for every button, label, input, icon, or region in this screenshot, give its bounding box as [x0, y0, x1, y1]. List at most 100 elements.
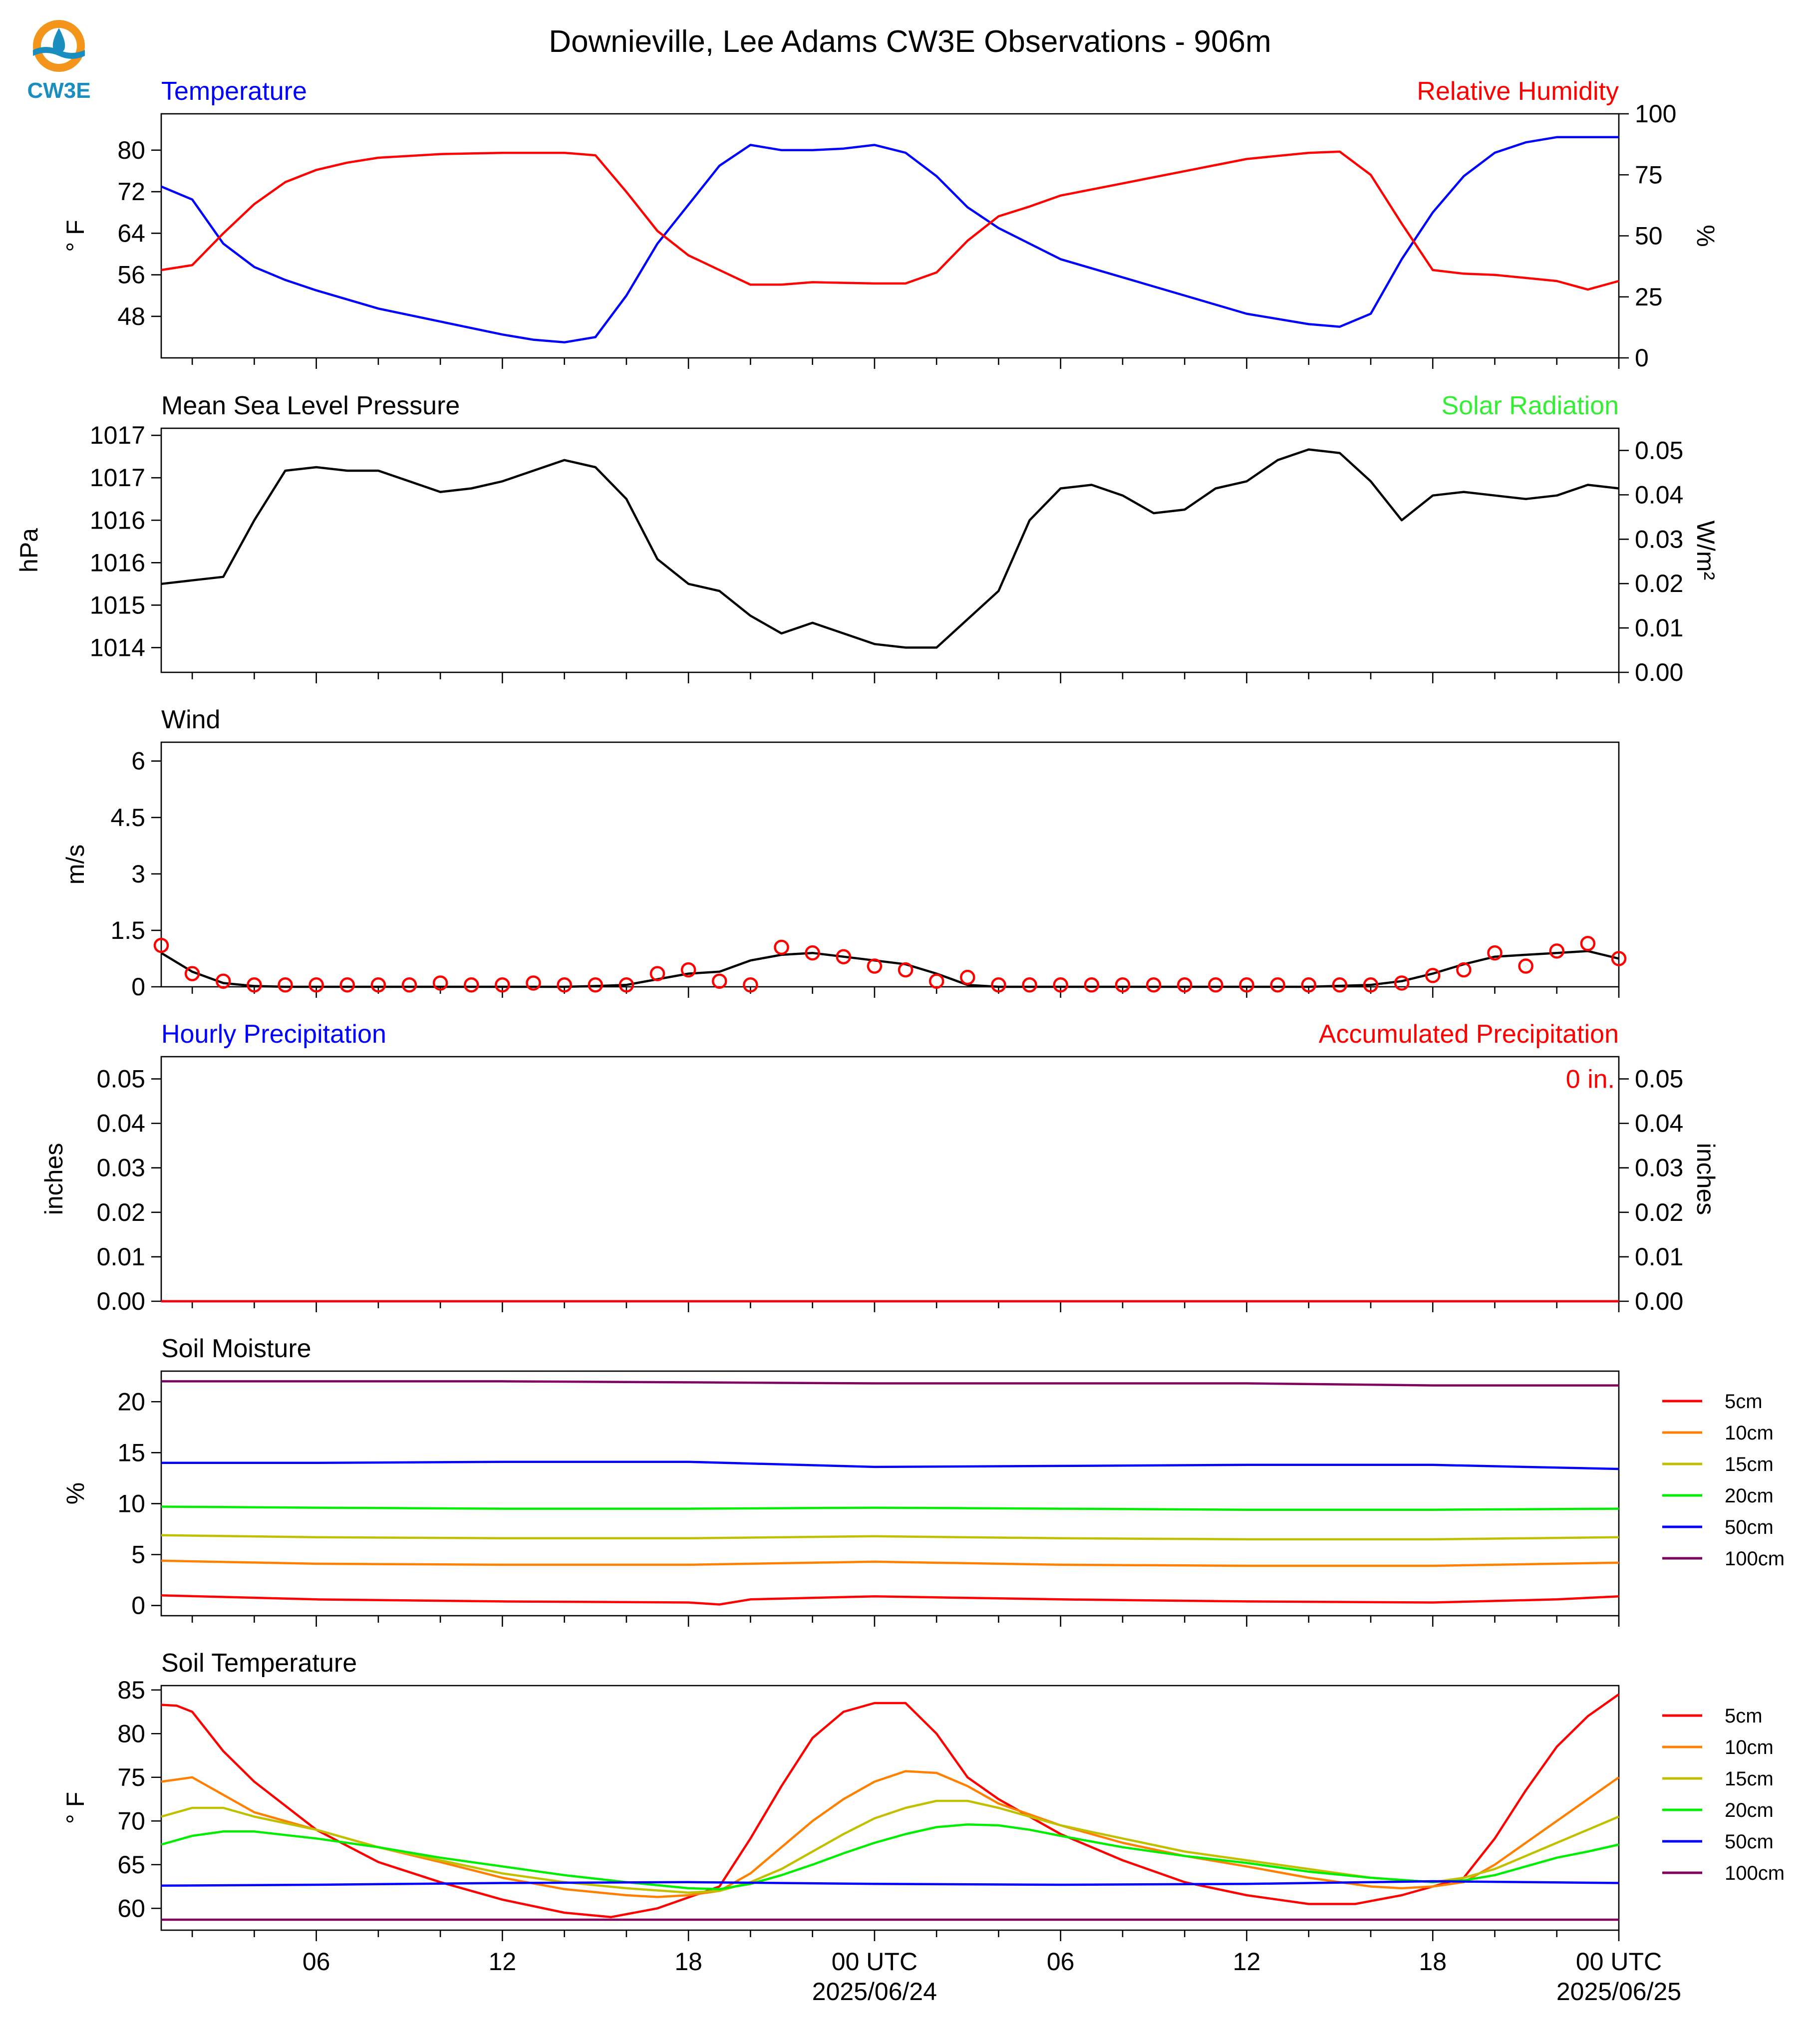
legend-label-20cm: 20cm — [1725, 1485, 1774, 1507]
x-tick-label: 18 — [1419, 1948, 1447, 1976]
y-tick-label-left: 0.03 — [97, 1154, 145, 1182]
y-tick-label-left: 1017 — [90, 421, 145, 449]
y-tick-label-right: 0.05 — [1635, 1065, 1683, 1093]
y-tick-label-right: 0.03 — [1635, 1154, 1683, 1182]
logo-text: CW3E — [27, 78, 90, 103]
y-tick-label-left: 70 — [117, 1807, 145, 1835]
series-line-5cm — [161, 1693, 1620, 1919]
gust-marker — [1022, 977, 1037, 993]
y-tick-label-left: 0.04 — [97, 1110, 145, 1138]
y-tick-label-left: 80 — [117, 136, 145, 164]
cw3e-logo: CW3E — [27, 20, 91, 103]
panel-title-right: Accumulated Precipitation — [1319, 1020, 1619, 1049]
y-tick-label-right: 0 — [1635, 344, 1649, 372]
y-axis-label-left: ° F — [61, 220, 89, 252]
panel-frame — [160, 113, 1620, 359]
y-tick-label-right: 0.03 — [1635, 525, 1683, 553]
gust-marker — [1084, 977, 1100, 993]
panel-frame — [160, 1056, 1620, 1302]
panel-title-left: Soil Moisture — [161, 1334, 311, 1363]
y-tick-label-right: 75 — [1635, 161, 1663, 189]
gust-marker — [526, 975, 541, 991]
gust-marker — [184, 966, 200, 981]
series-line-relative-humidity — [161, 150, 1619, 291]
x-date-label: 2025/06/25 — [1556, 1978, 1681, 2006]
x-tick-label: 00 UTC — [1576, 1948, 1662, 1976]
series-line-temperature — [161, 136, 1619, 344]
y-tick-label-right: 0.02 — [1635, 570, 1683, 597]
gust-marker — [1332, 977, 1348, 993]
gust-marker — [216, 973, 231, 989]
series-line-10cm — [161, 1559, 1619, 1567]
panel-5: Soil Moisture 0 5 10 15 20% 5cm 10cm 15cm 20cm 50c… — [61, 1334, 1785, 1627]
gust-marker — [1177, 977, 1193, 993]
panel-frame — [160, 741, 1620, 988]
series-line-50cm — [161, 1880, 1619, 1887]
gust-marker — [1549, 943, 1564, 959]
gust-marker — [960, 969, 975, 985]
gust-marker — [1456, 962, 1472, 978]
y-tick-label-right: 0.04 — [1635, 481, 1683, 509]
x-date-label: 2025/06/24 — [812, 1978, 937, 2006]
gust-marker — [712, 973, 727, 989]
gust-marker — [1301, 977, 1316, 993]
y-tick-label-left: 1014 — [90, 633, 145, 661]
panel-title-left: Hourly Precipitation — [161, 1020, 386, 1049]
gust-marker — [1363, 977, 1379, 993]
gust-marker — [1239, 977, 1254, 993]
panel-3: Wind 0 1.5 3 4.5 6 m/s — [61, 705, 1627, 1001]
gust-marker — [1053, 977, 1068, 993]
series-line-5cm — [161, 1594, 1619, 1606]
y-tick-label-left: 75 — [117, 1763, 145, 1791]
series-line-wind — [160, 950, 1619, 988]
legend-label-5cm: 5cm — [1725, 1705, 1763, 1727]
gust-marker — [1208, 977, 1223, 993]
y-tick-label-left: 3 — [131, 860, 145, 888]
panel-title-left: Wind — [161, 705, 220, 734]
gust-marker — [1270, 977, 1285, 993]
y-tick-label-right: 50 — [1635, 222, 1663, 250]
gust-marker — [774, 939, 789, 955]
gust-marker — [991, 977, 1006, 993]
legend-label-10cm: 10cm — [1725, 1422, 1774, 1444]
y-tick-label-left: 1016 — [90, 506, 145, 534]
series-line-20cm — [161, 1505, 1619, 1511]
gust-marker — [836, 949, 852, 964]
panel-title-left: Mean Sea Level Pressure — [161, 391, 460, 420]
legend-label-15cm: 15cm — [1725, 1453, 1774, 1475]
figure-title: Downieville, Lee Adams CW3E Observations… — [549, 24, 1271, 59]
gust-marker — [588, 977, 604, 993]
y-tick-label-left: 1017 — [90, 464, 145, 492]
y-axis-label-right: W/m² — [1692, 521, 1720, 580]
y-tick-label-left: 15 — [117, 1439, 145, 1466]
series-line-10cm — [161, 1770, 1620, 1898]
x-tick-label: 00 UTC — [832, 1948, 917, 1976]
panel-frame — [160, 1370, 1620, 1617]
gust-marker — [805, 945, 820, 961]
chart-panels: Temperature Relative Humidity485664728002… — [15, 77, 1785, 2006]
y-tick-label-left: 64 — [117, 219, 145, 247]
y-axis-label-left: hPa — [15, 528, 43, 573]
gust-marker — [743, 977, 758, 993]
x-tick-label: 12 — [1233, 1948, 1261, 1976]
y-tick-label-left: 6 — [131, 747, 145, 775]
accumulated-total-label: 0 in. — [1566, 1065, 1615, 1094]
series-line-20cm — [161, 1823, 1619, 1891]
panel-4: Hourly Precipitation Accumulated Precipit… — [40, 1020, 1720, 1315]
x-tick-label: 18 — [674, 1948, 702, 1976]
gust-marker — [557, 977, 572, 993]
y-tick-label-left: 0.05 — [97, 1065, 145, 1093]
x-tick-label: 12 — [489, 1948, 517, 1976]
gust-marker — [618, 977, 634, 993]
panel-title-right: Solar Radiation — [1441, 391, 1619, 420]
series-line-15cm — [161, 1534, 1619, 1541]
x-tick-label: 06 — [303, 1948, 330, 1976]
y-tick-label-left: 10 — [117, 1489, 145, 1517]
y-tick-label-left: 56 — [117, 261, 145, 289]
gust-marker — [432, 975, 448, 991]
y-axis-label-left: ° F — [61, 1792, 89, 1824]
legend-label-20cm: 20cm — [1725, 1799, 1774, 1821]
legend-label-100cm: 100cm — [1725, 1548, 1785, 1570]
y-axis-label-left: % — [61, 1482, 89, 1504]
